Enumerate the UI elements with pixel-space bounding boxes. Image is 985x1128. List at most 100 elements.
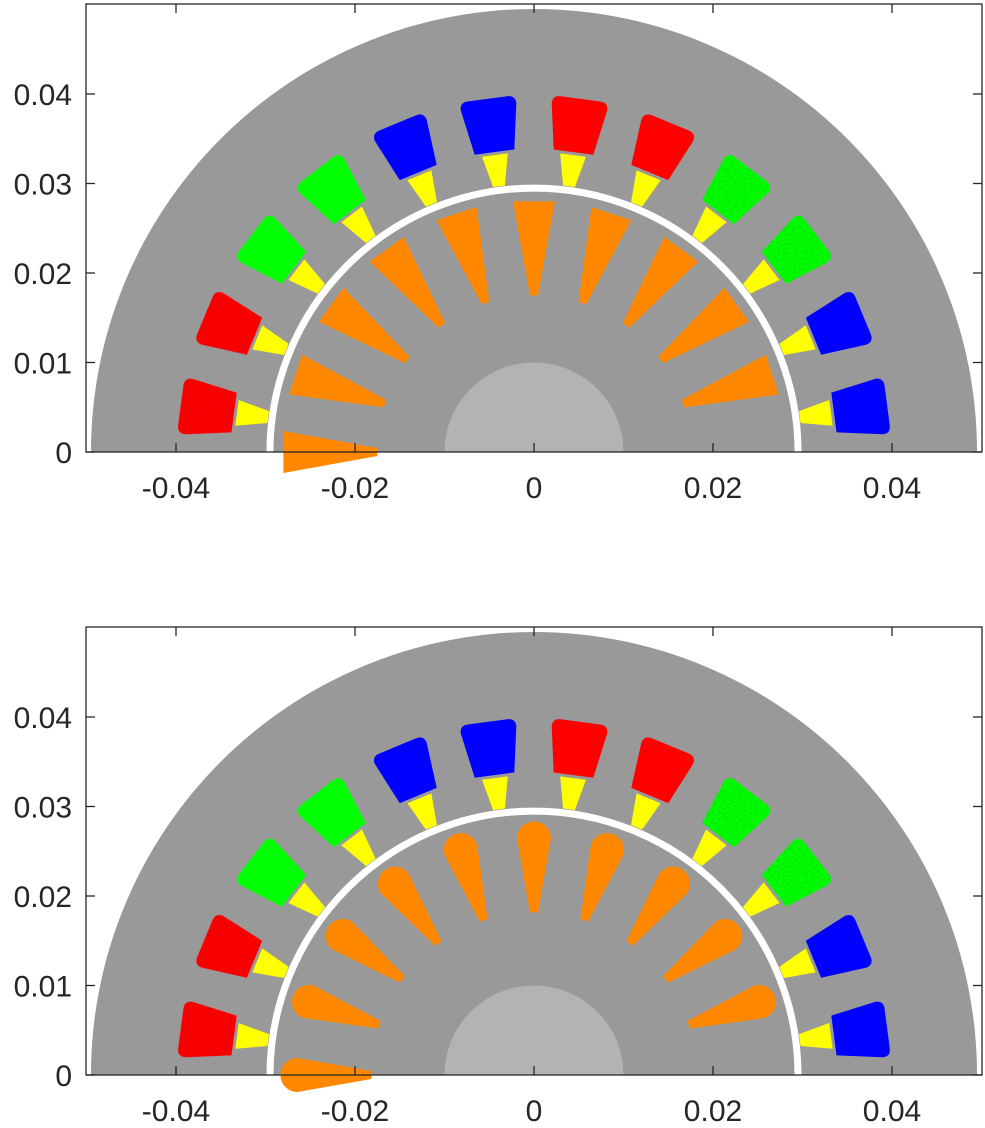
slot-opening xyxy=(341,206,376,244)
rotor-magnet xyxy=(325,918,405,983)
rotor-magnet xyxy=(687,984,776,1029)
stator-slot xyxy=(692,155,771,244)
slot-opening xyxy=(482,153,508,188)
slot-opening xyxy=(288,882,326,917)
stator-slot xyxy=(373,737,437,830)
stator-slot xyxy=(742,215,831,294)
rotor-magnet xyxy=(580,833,625,922)
x-tick-label: 0.04 xyxy=(863,1095,921,1128)
slot-opening xyxy=(252,948,289,978)
slot-opening xyxy=(235,1023,270,1049)
stator-slot xyxy=(742,838,831,917)
rotor-magnet xyxy=(289,354,387,408)
stator-slot xyxy=(460,96,517,188)
coil-winding xyxy=(631,114,695,181)
magnet-piece xyxy=(517,821,551,913)
magnet-piece xyxy=(687,984,776,1029)
coil-winding xyxy=(373,114,437,181)
coil-winding xyxy=(631,737,695,804)
magnet-piece xyxy=(622,236,699,328)
coil-winding xyxy=(460,719,517,778)
stator-slot xyxy=(237,838,326,917)
rotor-magnet xyxy=(681,354,779,408)
y-tick-label: 0.03 xyxy=(14,792,72,825)
slot-opening xyxy=(631,170,661,207)
plot-top: -0.04 -0.02 0 0.02 0.04 0 0.01 0.02 0.03 0.04 xyxy=(14,3,983,505)
slot-opening xyxy=(407,170,437,207)
stator-slot xyxy=(196,291,289,355)
slot-opening xyxy=(798,1023,833,1049)
magnet-piece xyxy=(658,287,750,364)
rotor-magnet xyxy=(292,984,381,1029)
stator-slot xyxy=(798,378,890,435)
magnet-piece xyxy=(369,236,446,328)
magnet-piece xyxy=(626,866,691,946)
coil-winding xyxy=(297,155,366,225)
magnet-piece xyxy=(318,287,410,364)
coil-winding xyxy=(373,737,437,804)
rotor-magnet xyxy=(318,287,410,364)
slot-opening xyxy=(692,829,727,867)
rotor-magnet xyxy=(513,201,555,296)
rotor-magnet xyxy=(517,821,551,913)
stator-slot xyxy=(551,96,608,188)
slot-opening xyxy=(742,882,780,917)
magnet-piece xyxy=(292,984,381,1029)
magnet-piece xyxy=(681,354,779,408)
stator-slot xyxy=(178,1001,270,1058)
magnet-piece xyxy=(578,207,632,305)
rotor-shaft xyxy=(444,362,624,452)
magnet-piece xyxy=(663,918,743,983)
y-tick-label: 0.01 xyxy=(14,971,72,1004)
rotor-shaft xyxy=(444,985,624,1075)
coil-winding xyxy=(551,96,608,155)
magnet-piece xyxy=(443,833,488,922)
coil-winding xyxy=(702,778,771,848)
stator-slot xyxy=(779,914,872,978)
x-tick-label: 0.02 xyxy=(684,472,742,505)
coil-winding xyxy=(761,215,831,284)
coil-winding xyxy=(237,838,307,907)
coil-winding xyxy=(551,719,608,778)
magnet-piece xyxy=(377,866,442,946)
stator-slot xyxy=(460,719,517,811)
rotor-magnet xyxy=(436,207,490,305)
x-tick-label: 0.04 xyxy=(863,472,921,505)
slot-opening xyxy=(288,259,326,294)
slot-opening xyxy=(407,793,437,830)
slot-opening xyxy=(631,793,661,830)
stator-slot xyxy=(178,378,270,435)
y-tick-label: 0 xyxy=(55,1060,72,1093)
rotor-magnet xyxy=(377,866,442,946)
slot-opening xyxy=(560,153,586,188)
stator-slot xyxy=(297,155,376,244)
rotor-magnet xyxy=(578,207,632,305)
stator-slot xyxy=(297,778,376,867)
rotor-magnet xyxy=(443,833,488,922)
plot-bottom: -0.04 -0.02 0 0.02 0.04 0 0.01 0.02 0.03 0.04 xyxy=(14,626,983,1128)
y-tick-label: 0.01 xyxy=(14,348,72,381)
slot-opening xyxy=(482,776,508,811)
coil-winding xyxy=(196,291,263,355)
rotor-magnet xyxy=(622,236,699,328)
stator-slot xyxy=(631,737,695,830)
coil-winding xyxy=(805,291,872,355)
coil-winding xyxy=(761,838,831,907)
y-tick-label: 0.03 xyxy=(14,169,72,202)
slot-opening xyxy=(252,325,289,355)
slot-opening xyxy=(560,776,586,811)
coil-winding xyxy=(178,1001,237,1058)
coil-winding xyxy=(702,155,771,225)
air-gap xyxy=(266,184,802,453)
slot-opening xyxy=(341,829,376,867)
y-tick-label: 0.04 xyxy=(14,79,72,112)
rotor-magnet xyxy=(626,866,691,946)
slot-opening xyxy=(235,400,270,426)
rotor-magnet xyxy=(663,918,743,983)
x-tick-label: 0.02 xyxy=(684,1095,742,1128)
slot-opening xyxy=(692,206,727,244)
coil-winding xyxy=(196,914,263,978)
air-gap xyxy=(266,807,802,1076)
stator-slot xyxy=(692,778,771,867)
